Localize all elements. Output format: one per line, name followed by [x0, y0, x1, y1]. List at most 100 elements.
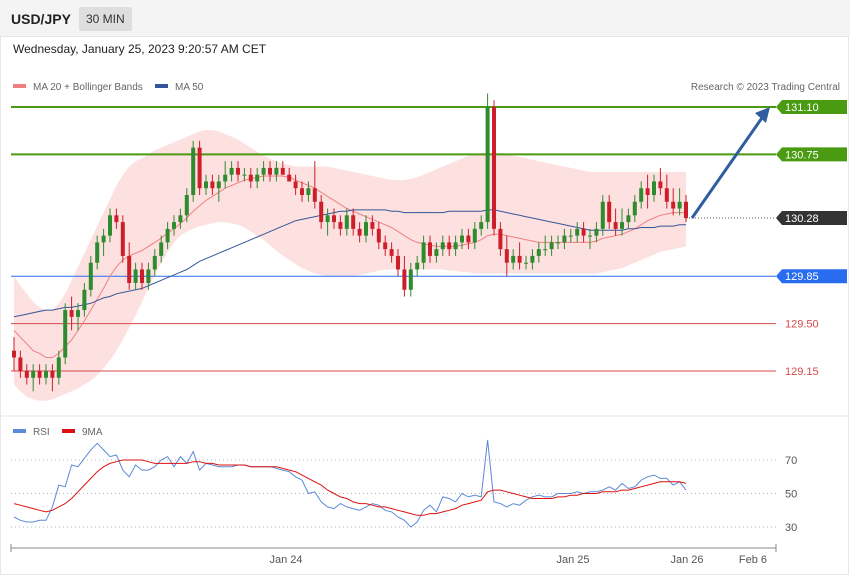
candle-body [223, 174, 228, 182]
candle-body [146, 269, 151, 283]
candle [492, 100, 496, 236]
candle [76, 303, 80, 331]
candle [287, 167, 292, 182]
candle [56, 350, 61, 385]
candle-body [594, 228, 599, 236]
candle-body [524, 262, 528, 264]
candle-body [588, 235, 592, 237]
bollinger-band [14, 130, 686, 401]
candle-body [684, 201, 688, 219]
x-axis: Jan 24 Jan 25 Jan 26 Feb 6 [10, 544, 777, 566]
candle [140, 262, 144, 290]
level-tag [776, 211, 847, 226]
candle-body [498, 228, 503, 250]
candle [658, 167, 663, 195]
candle-body [306, 188, 311, 195]
candle-body [268, 167, 272, 175]
candle-body [357, 228, 362, 236]
candle [261, 161, 266, 182]
candle [338, 215, 343, 236]
level-labels-layer: 131.10 130.75 130.28 129.85 129.50 129.15 [776, 100, 847, 378]
level-tag [776, 147, 847, 162]
candle-body [376, 228, 381, 243]
candle-body [204, 181, 208, 189]
candle-body [287, 174, 292, 182]
candle-body [626, 215, 631, 223]
ma20-legend-label: MA 20 + Bollinger Bands [33, 82, 143, 93]
candle-body [69, 310, 74, 317]
candle [146, 262, 151, 290]
rsi-ma-legend-swatch [62, 429, 75, 433]
x-tick-label: Jan 24 [269, 554, 302, 566]
symbol-label: USD/JPY [11, 11, 71, 27]
candle-body [613, 222, 618, 229]
ma20-legend-swatch [13, 84, 26, 88]
candle-body [492, 107, 496, 229]
candle [517, 242, 522, 270]
candle-body [312, 188, 317, 202]
candle [389, 242, 394, 263]
candle [575, 222, 580, 243]
candle [447, 235, 452, 256]
candle [408, 262, 413, 297]
rsi-ma-line [13, 459, 687, 516]
forecast-arrow-head [755, 107, 770, 123]
candle-body [300, 188, 304, 195]
rsi-legend-swatch [13, 429, 26, 433]
candle [626, 208, 631, 229]
candle [376, 222, 381, 250]
candle-body [159, 242, 164, 256]
candle-body [351, 215, 356, 229]
datetime-label: Wednesday, January 25, 2023 9:20:57 AM C… [13, 42, 267, 56]
candle-body [18, 357, 23, 371]
level-tag [776, 100, 847, 114]
candle-body [511, 255, 516, 263]
candle [370, 215, 375, 236]
candle [159, 235, 164, 263]
candle [229, 161, 234, 182]
timeframe-button[interactable]: 30 MIN [79, 7, 132, 31]
ma50-line [13, 209, 686, 318]
candle [440, 235, 445, 256]
candle-body [82, 289, 87, 311]
candle [31, 364, 36, 392]
candle [204, 174, 208, 195]
candle-body [338, 222, 343, 229]
candle-body [658, 181, 663, 189]
candle [101, 228, 106, 256]
rsi-tick-label: 30 [785, 522, 797, 534]
candle [210, 174, 215, 195]
candle [485, 93, 490, 229]
candle-body [229, 167, 234, 175]
candle-body [440, 242, 445, 250]
ma50-legend-label: MA 50 [175, 82, 204, 93]
candle [639, 181, 644, 209]
x-tick-label: Jan 25 [556, 554, 589, 566]
candle [428, 235, 432, 263]
candle-body [127, 255, 132, 283]
candle [88, 255, 93, 297]
candle [402, 255, 407, 297]
candle [37, 364, 42, 385]
candle [613, 208, 618, 236]
candle-body [575, 228, 580, 236]
level-label: 129.85 [785, 271, 819, 283]
candle [191, 140, 196, 202]
ma50-legend-swatch [155, 84, 168, 88]
candle-body [184, 195, 189, 216]
candle [95, 235, 100, 270]
rsi-line [13, 439, 687, 528]
candle [216, 174, 221, 202]
level-label: 129.15 [785, 366, 819, 378]
candle [82, 283, 87, 317]
candle [223, 161, 228, 189]
candle-body [255, 174, 260, 182]
candle [351, 208, 356, 236]
candle-body [530, 255, 535, 263]
candle-body [421, 242, 426, 263]
candle [63, 303, 68, 365]
candles-layer [12, 93, 688, 392]
candle-body [44, 371, 48, 378]
candle-body [389, 249, 394, 256]
candle [472, 222, 477, 250]
